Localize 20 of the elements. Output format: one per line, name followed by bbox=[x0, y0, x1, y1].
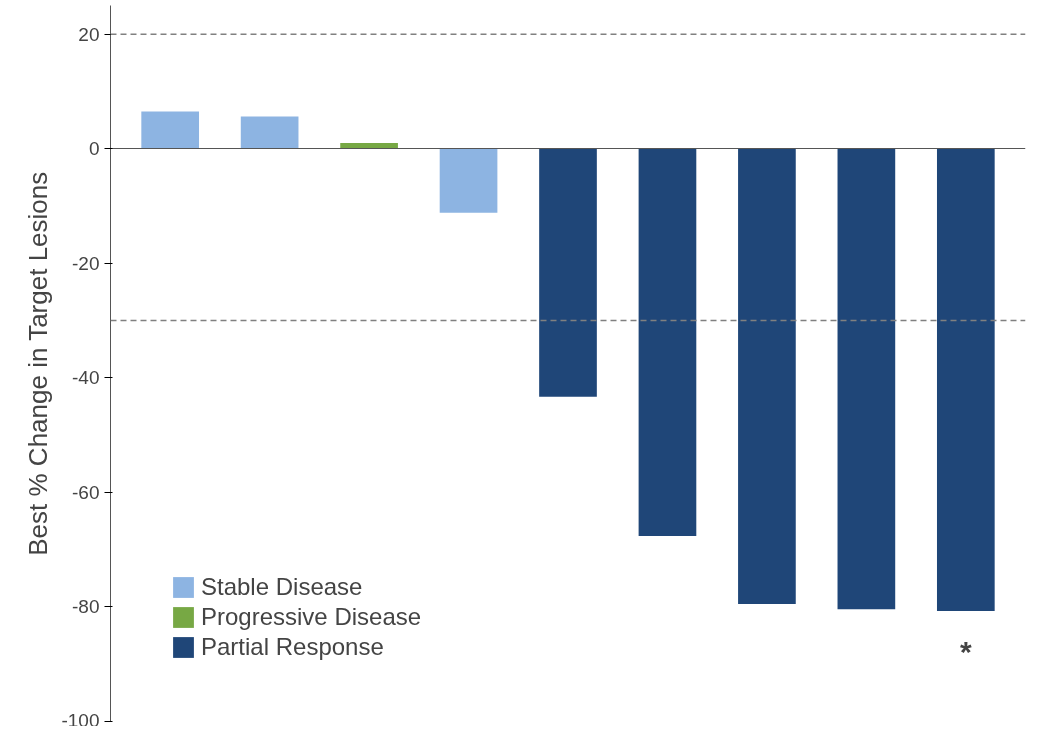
y-tick-label: -100 bbox=[61, 709, 100, 731]
bar bbox=[539, 148, 597, 397]
y-axis-title: Best % Change in Target Lesions bbox=[23, 171, 54, 556]
y-tick-label: -80 bbox=[72, 596, 100, 618]
y-tick-label: -40 bbox=[72, 367, 100, 389]
bar bbox=[936, 148, 995, 611]
bar bbox=[638, 148, 697, 536]
bar bbox=[837, 148, 896, 610]
y-tick-label: 0 bbox=[88, 138, 100, 160]
legend-label: Progressive Disease bbox=[201, 603, 422, 631]
annotation: * bbox=[959, 635, 972, 668]
bar bbox=[738, 148, 796, 605]
legend-label: Stable Disease bbox=[201, 573, 363, 601]
y-tick-label: -60 bbox=[72, 481, 100, 503]
legend-label: Partial Response bbox=[201, 633, 384, 661]
y-tick-label: -20 bbox=[72, 252, 100, 274]
bar bbox=[240, 116, 299, 149]
bar bbox=[141, 111, 200, 149]
bar bbox=[439, 148, 498, 213]
y-tick-label: 20 bbox=[78, 23, 100, 45]
